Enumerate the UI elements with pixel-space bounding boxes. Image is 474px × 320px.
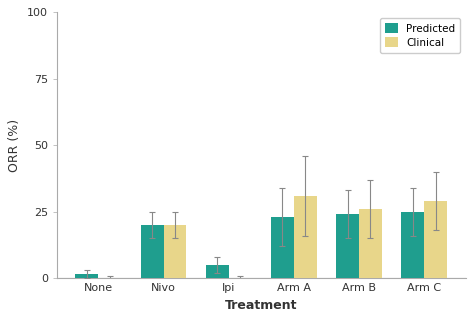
Bar [271, 217, 294, 278]
X-axis label: Treatment: Treatment [225, 299, 298, 312]
Bar [206, 265, 228, 278]
Bar [424, 201, 447, 278]
Legend: Predicted, Clinical: Predicted, Clinical [380, 18, 460, 53]
Bar [336, 214, 359, 278]
Bar [359, 209, 382, 278]
Bar [401, 212, 424, 278]
Bar [141, 225, 164, 278]
Y-axis label: ORR (%): ORR (%) [9, 119, 21, 172]
Bar [164, 225, 186, 278]
Bar [294, 196, 317, 278]
Bar [75, 274, 98, 278]
